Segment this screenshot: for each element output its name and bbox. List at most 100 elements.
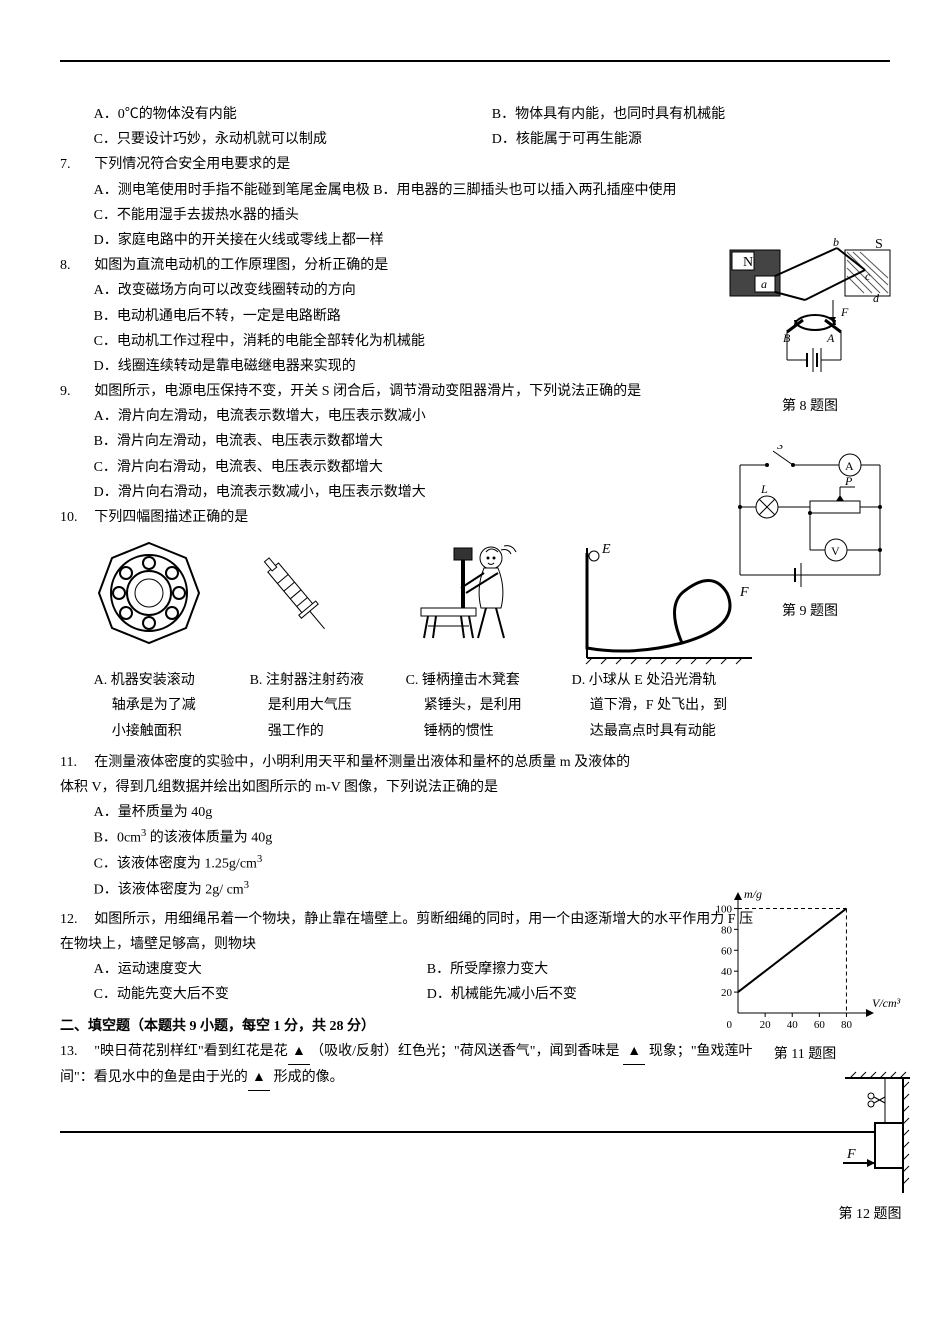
q10-C3: 锤柄的惯性 bbox=[406, 719, 566, 744]
q9: 9. 如图所示，电源电压保持不变，开关 S 闭合后，调节滑动变阻器滑片，下列说法… bbox=[60, 379, 660, 505]
q10-D2: 道下滑，F 处飞出，到 bbox=[572, 693, 772, 718]
q13-num: 13. bbox=[60, 1039, 91, 1064]
q10-A1: A. 机器安装滚动 bbox=[94, 668, 244, 693]
q8-motor-svg: N S a b c d F B A bbox=[725, 230, 895, 390]
q12-figure-wrap: F 第 12 题图 bbox=[825, 1068, 915, 1227]
q10-B3: 强工作的 bbox=[250, 719, 400, 744]
q10-E: E bbox=[601, 542, 611, 557]
q8-stem: 如图为直流电动机的工作原理图，分析正确的是 bbox=[94, 258, 388, 273]
q11-opt-c: C．该液体密度为 1.25g/cm3 bbox=[94, 851, 640, 877]
svg-text:20: 20 bbox=[760, 1019, 772, 1031]
q9-circuit-svg: A S L P V bbox=[725, 445, 895, 595]
q13: 13. "映日荷花别样红"看到红花是花 ▲ （吸收/反射）红色光；"荷风送香气"，闻… bbox=[60, 1039, 780, 1091]
q9-figure-wrap: A S L P V 第 9 bbox=[725, 445, 895, 624]
q10-figC bbox=[406, 538, 566, 668]
q11-stem: 在测量液体密度的实验中，小明利用天平和量杯测量出液体和量杯的总质量 m 及液体的… bbox=[60, 755, 630, 795]
q9-S: S bbox=[777, 445, 783, 452]
q13-p1a: "映日荷花别样红"看到红花是花 bbox=[94, 1044, 287, 1059]
q12-F: F bbox=[846, 1147, 856, 1162]
q10-C1: C. 锤柄撞击木凳套 bbox=[406, 668, 566, 693]
q10-B1: B. 注射器注射药液 bbox=[250, 668, 400, 693]
q9-num: 9. bbox=[60, 379, 91, 404]
q10-captions: A. 机器安装滚动 轴承是为了减 小接触面积 B. 注射器注射药液 是利用大气压… bbox=[60, 668, 890, 744]
q12-svg: F bbox=[825, 1068, 915, 1198]
q8-c: c bbox=[865, 269, 871, 283]
q11-fig-label: 第 11 题图 bbox=[700, 1042, 910, 1067]
q13-blank1: ▲ bbox=[292, 1044, 306, 1059]
q8-opt-b: B．电动机通电后不转，一定是电路断路 bbox=[94, 304, 660, 329]
q8-b: b bbox=[833, 235, 839, 249]
top-rule bbox=[60, 60, 890, 62]
q8-opt-c: C．电动机工作过程中，消耗的电能全部转化为机械能 bbox=[94, 329, 660, 354]
svg-text:20: 20 bbox=[721, 987, 733, 999]
q9-V: V bbox=[831, 544, 840, 558]
q8-S: S bbox=[875, 237, 883, 252]
q6-opt-c: C．只要设计巧妙，永动机就可以制成 bbox=[94, 127, 492, 152]
q8: 8. 如图为直流电动机的工作原理图，分析正确的是 A．改变磁场方向可以改变线圈转… bbox=[60, 253, 660, 379]
svg-text:m/g: m/g bbox=[744, 888, 762, 901]
q7-num: 7. bbox=[60, 152, 91, 177]
q9-A: A bbox=[845, 459, 854, 473]
q11-figure-wrap: 20406080204060801000m/gV/cm³ 第 11 题图 bbox=[700, 888, 910, 1067]
q10-A2: 轴承是为了减 bbox=[94, 693, 244, 718]
q11: 11. 在测量液体密度的实验中，小明利用天平和量杯测量出液体和量杯的总质量 m … bbox=[60, 750, 640, 903]
q12-fig-label: 第 12 题图 bbox=[825, 1202, 915, 1227]
q7-opt-b: B．用电器的三脚插头也可以插入两孔插座中使用 bbox=[373, 183, 676, 198]
q8-num: 8. bbox=[60, 253, 91, 278]
q13-p3: 形成的像。 bbox=[270, 1070, 344, 1085]
q9-fig-label: 第 9 题图 bbox=[725, 599, 895, 624]
q11-chart-svg: 20406080204060801000m/gV/cm³ bbox=[700, 888, 910, 1038]
q13-blank3: ▲ bbox=[252, 1070, 266, 1085]
q8-figure-wrap: N S a b c d F B A bbox=[725, 230, 895, 419]
q8-d: d bbox=[873, 291, 880, 305]
q11-opt-a: A．量杯质量为 40g bbox=[94, 800, 640, 825]
q10-figB bbox=[250, 538, 400, 668]
q13-blank2: ▲ bbox=[627, 1044, 641, 1059]
q10-figA bbox=[94, 538, 244, 668]
svg-text:80: 80 bbox=[841, 1019, 853, 1031]
q6-opt-a: A．0℃的物体没有内能 bbox=[94, 102, 492, 127]
q6-options: A．0℃的物体没有内能 B．物体具有内能，也同时具有机械能 C．只要设计巧妙，永… bbox=[60, 102, 890, 152]
q13-p1b: （吸收/反射）红色光；"荷风送香气"，闻到香味是 bbox=[310, 1044, 623, 1059]
q10-B2: 是利用大气压 bbox=[250, 693, 400, 718]
q9-opt-b: B．滑片向左滑动，电流表、电压表示数都增大 bbox=[94, 429, 660, 454]
q9-opt-c: C．滑片向右滑动，电流表、电压表示数都增大 bbox=[94, 455, 660, 480]
q10-A3: 小接触面积 bbox=[94, 719, 244, 744]
q9-stem: 如图所示，电源电压保持不变，开关 S 闭合后，调节滑动变阻器滑片，下列说法正确的… bbox=[94, 384, 641, 399]
svg-text:40: 40 bbox=[721, 966, 733, 978]
bearing-svg bbox=[94, 538, 204, 648]
q12-num: 12. bbox=[60, 907, 91, 932]
hammer-svg bbox=[406, 538, 536, 648]
q10-C2: 紧锤头，是利用 bbox=[406, 693, 566, 718]
svg-text:40: 40 bbox=[787, 1019, 799, 1031]
q8-N: N bbox=[743, 255, 753, 270]
q12-opt-c: C．动能先变大后不变 bbox=[94, 982, 427, 1007]
svg-text:100: 100 bbox=[716, 903, 733, 915]
q11-opt-b: B．0cm3 的该液体质量为 40g bbox=[94, 825, 640, 851]
q8-A: A bbox=[826, 331, 835, 345]
syringe-svg bbox=[250, 538, 360, 648]
bottom-rule bbox=[60, 1131, 890, 1133]
q6-opt-d: D．核能属于可再生能源 bbox=[492, 127, 890, 152]
q8-a: a bbox=[761, 277, 767, 291]
svg-text:60: 60 bbox=[814, 1019, 826, 1031]
q9-opt-a: A．滑片向左滑动，电流表示数增大，电压表示数减小 bbox=[94, 404, 660, 429]
q7-stem: 下列情况符合安全用电要求的是 bbox=[94, 157, 290, 172]
q7-opt-a: A．测电笔使用时手指不能碰到笔尾金属电极 bbox=[94, 183, 370, 198]
q9-L: L bbox=[760, 482, 768, 496]
q7-opt-c: C．不能用湿手去拔热水器的插头 bbox=[94, 208, 299, 223]
q12-opt-a: A．运动速度变大 bbox=[94, 957, 427, 982]
q8-opt-d: D．线圈连续转动是靠电磁继电器来实现的 bbox=[94, 354, 660, 379]
q10-stem: 下列四幅图描述正确的是 bbox=[94, 510, 248, 525]
q9-opt-d: D．滑片向右滑动，电流表示数减小，电压表示数增大 bbox=[94, 480, 660, 505]
q10-D3: 达最高点时具有动能 bbox=[572, 719, 772, 744]
q8-F: F bbox=[840, 305, 849, 319]
q12: 12. 如图所示，用细绳吊着一个物块，静止靠在墙壁上。剪断细绳的同时，用一个由逐… bbox=[60, 907, 760, 1008]
q10-num: 10. bbox=[60, 505, 91, 530]
q8-fig-label: 第 8 题图 bbox=[725, 394, 895, 419]
q9-P: P bbox=[844, 474, 853, 488]
q11-opt-d: D．该液体密度为 2g/ cm3 bbox=[94, 877, 640, 903]
svg-text:0: 0 bbox=[727, 1019, 733, 1031]
q6-opt-b: B．物体具有内能，也同时具有机械能 bbox=[492, 102, 890, 127]
svg-text:80: 80 bbox=[721, 924, 733, 936]
